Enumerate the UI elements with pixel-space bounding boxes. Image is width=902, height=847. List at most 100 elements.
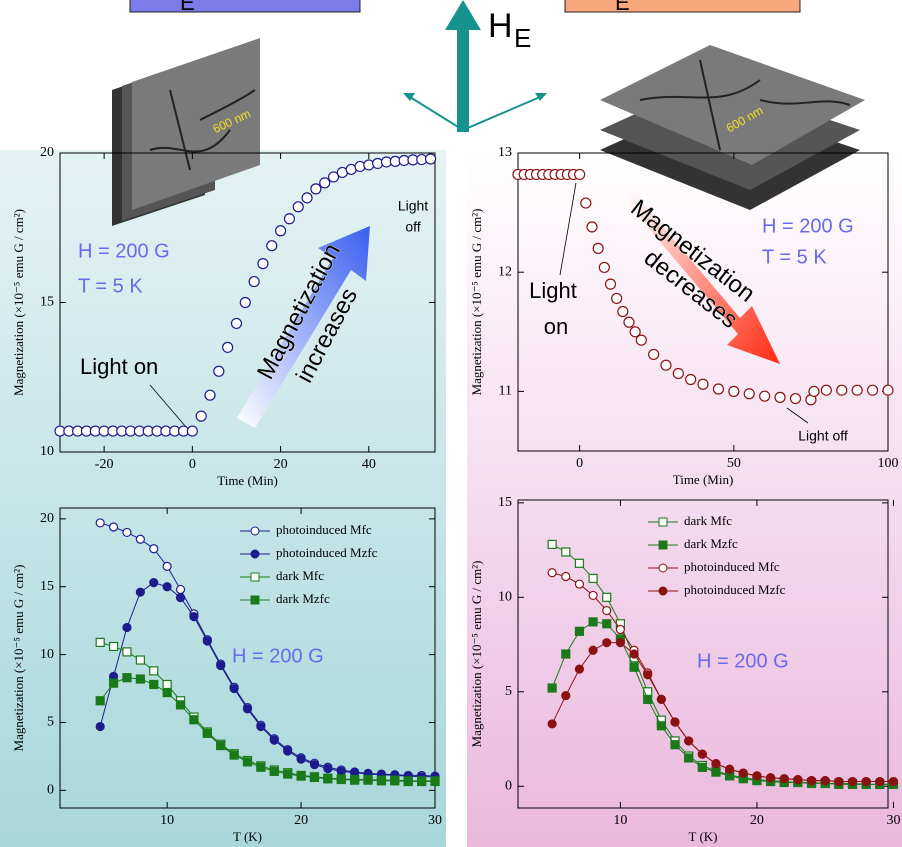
y-tick-label: 20 — [40, 145, 54, 160]
legend-label: dark Mfc — [684, 513, 732, 528]
marker — [337, 775, 345, 783]
marker — [780, 775, 788, 783]
marker — [661, 360, 671, 370]
y-tick-label: 20 — [40, 511, 54, 526]
marker — [297, 755, 305, 763]
left-box — [130, 0, 360, 12]
marker — [821, 385, 831, 395]
marker — [630, 650, 638, 658]
y-axis-label: Magnetization (×10⁻⁵ emu G / cm²) — [469, 561, 484, 748]
marker — [249, 277, 259, 287]
marker — [244, 758, 252, 766]
legend-marker — [659, 587, 667, 595]
y-tick-label: 0 — [47, 783, 54, 798]
marker — [231, 318, 241, 328]
x-tick-label: 30 — [428, 813, 442, 828]
left-box-label: E — [180, 0, 195, 15]
marker — [217, 661, 225, 669]
marker — [852, 385, 862, 395]
legend-marker — [251, 573, 259, 581]
annotation: H = 200 G — [78, 240, 170, 262]
marker — [616, 625, 624, 633]
y-axis-label: Magnetization (×10⁻⁵ emu G / cm²) — [11, 209, 26, 396]
marker — [821, 777, 829, 785]
field-label: H — [488, 7, 513, 45]
x-tick-label: 100 — [878, 456, 899, 471]
marker — [606, 279, 616, 289]
marker — [760, 391, 770, 401]
marker — [324, 765, 332, 773]
annotation: H = 200 G — [762, 215, 854, 237]
marker — [96, 519, 104, 527]
marker — [190, 613, 198, 621]
annotation: off — [405, 219, 420, 235]
x-tick-label: 20 — [274, 457, 288, 472]
x-tick-label: 0 — [189, 457, 196, 472]
marker — [177, 594, 185, 602]
marker — [418, 778, 426, 786]
y-axis-label: Magnetization (×10⁻⁵ emu G / cm²) — [11, 565, 26, 752]
marker — [96, 697, 104, 705]
marker — [123, 623, 131, 631]
marker — [364, 776, 372, 784]
legend-label: photoinduced Mzfc — [684, 582, 786, 597]
annotation: T = 5 K — [78, 275, 143, 297]
marker — [636, 335, 646, 345]
x-tick-label: 20 — [294, 813, 308, 828]
marker — [548, 720, 556, 728]
marker — [712, 768, 720, 776]
marker — [426, 154, 436, 164]
marker — [230, 685, 238, 693]
marker — [230, 751, 238, 759]
marker — [110, 679, 118, 687]
annotation: H = 200 G — [232, 645, 324, 667]
marker — [575, 665, 583, 673]
marker — [177, 585, 185, 593]
marker — [575, 627, 583, 635]
marker — [293, 202, 303, 212]
marker — [297, 772, 305, 780]
marker — [136, 675, 144, 683]
marker — [150, 680, 158, 688]
marker — [868, 385, 878, 395]
y-tick-label: 11 — [499, 384, 512, 399]
marker — [223, 342, 233, 352]
marker — [603, 620, 611, 628]
marker — [562, 650, 570, 658]
marker — [377, 777, 385, 785]
legend-marker — [251, 550, 259, 558]
legend-marker — [659, 541, 667, 549]
marker — [575, 559, 583, 567]
marker — [835, 778, 843, 786]
marker — [616, 639, 624, 647]
marker — [150, 545, 158, 553]
y-axis-label: Magnetization (×10⁻⁵ emu G / cm²) — [469, 209, 484, 396]
marker — [258, 259, 268, 269]
marker — [657, 722, 665, 730]
marker — [177, 701, 185, 709]
marker — [150, 579, 158, 587]
marker — [649, 349, 659, 359]
marker — [686, 374, 696, 384]
x-tick-label: 30 — [886, 813, 900, 828]
marker — [404, 778, 412, 786]
marker — [110, 642, 118, 650]
marker — [644, 695, 652, 703]
marker — [624, 317, 634, 327]
legend-label: dark Mzfc — [276, 591, 330, 606]
marker — [257, 763, 265, 771]
right-box-label: E — [615, 0, 630, 15]
marker — [150, 667, 158, 675]
marker — [240, 298, 250, 308]
marker — [548, 540, 556, 548]
annotation: Light on — [80, 354, 158, 379]
marker — [320, 178, 330, 188]
marker — [123, 648, 131, 656]
marker — [257, 723, 265, 731]
marker — [244, 705, 252, 713]
marker — [163, 689, 171, 697]
marker — [267, 241, 277, 251]
y-tick-label: 12 — [498, 264, 512, 279]
legend-marker — [251, 596, 259, 604]
marker — [589, 591, 597, 599]
